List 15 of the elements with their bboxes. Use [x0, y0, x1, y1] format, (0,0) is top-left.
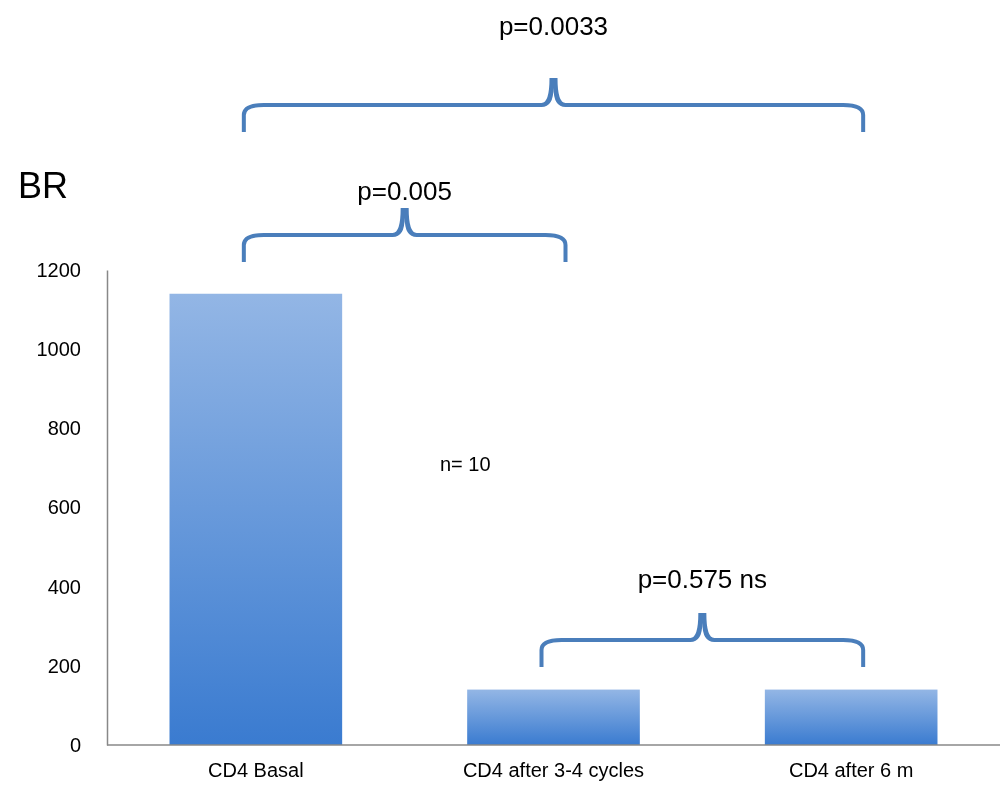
- x-tick-label: CD4 after 6 m: [788, 759, 914, 782]
- y-tick-label: 600: [47, 496, 81, 519]
- y-tick-label: 200: [47, 654, 81, 677]
- y-axis-title: BR: [18, 165, 69, 206]
- x-tick-label: CD4 after 3-4 cycles: [462, 759, 645, 782]
- y-tick-label: 0: [69, 733, 81, 756]
- text: p=0.0033: [498, 11, 609, 41]
- text: p=0.005: [357, 176, 453, 206]
- annotation: p=0.575 ns: [637, 564, 768, 594]
- y-tick-label: 1200: [36, 258, 81, 281]
- y-tick-label: 800: [47, 417, 81, 440]
- x-tick-label: CD4 Basal: [208, 759, 304, 782]
- annotation: n= 10: [440, 453, 491, 475]
- y-tick-label: 400: [47, 575, 81, 598]
- y-tick-label: 1000: [36, 338, 81, 361]
